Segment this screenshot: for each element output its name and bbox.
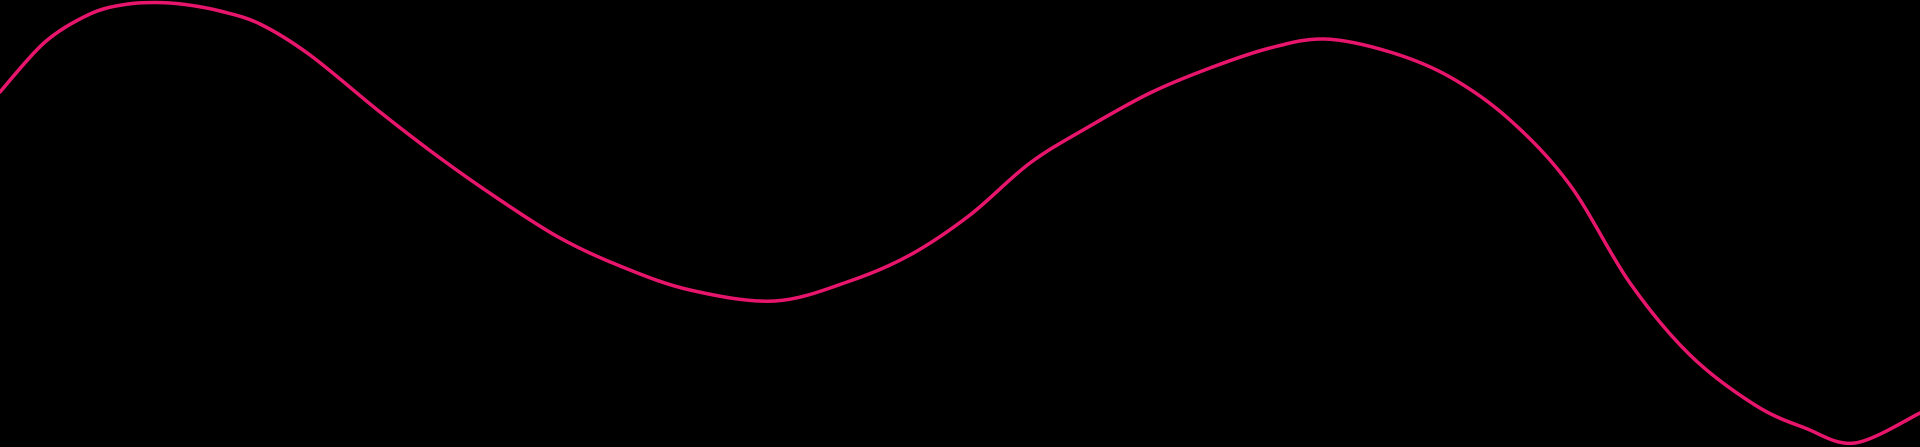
canvas-background — [0, 0, 1920, 446]
curve-line — [0, 0, 1920, 446]
curve-canvas — [0, 0, 1920, 446]
